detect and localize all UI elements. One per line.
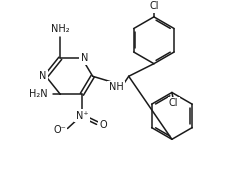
Text: N: N (81, 53, 88, 63)
Text: NH₂: NH₂ (51, 24, 70, 34)
Text: N: N (40, 71, 47, 81)
Text: O: O (100, 120, 107, 130)
Text: NH: NH (109, 82, 124, 92)
Text: O⁻: O⁻ (53, 125, 66, 135)
Text: N⁺: N⁺ (76, 111, 88, 121)
Text: Cl: Cl (149, 1, 159, 11)
Text: Cl: Cl (169, 98, 178, 108)
Text: H₂N: H₂N (29, 89, 48, 99)
